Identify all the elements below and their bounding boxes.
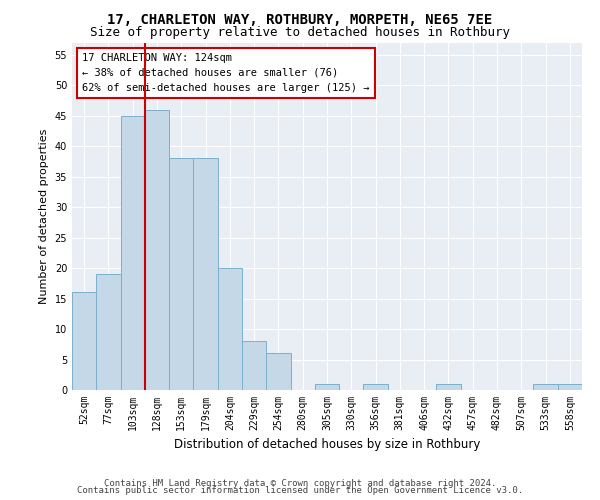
Bar [169,158,193,390]
Bar [218,268,242,390]
Bar [315,384,339,390]
Bar [242,341,266,390]
Bar [436,384,461,390]
Bar [145,110,169,390]
Bar [558,384,582,390]
Bar [96,274,121,390]
Bar [72,292,96,390]
Bar [364,384,388,390]
Bar [533,384,558,390]
Bar [193,158,218,390]
Bar [121,116,145,390]
Text: 17 CHARLETON WAY: 124sqm
← 38% of detached houses are smaller (76)
62% of semi-d: 17 CHARLETON WAY: 124sqm ← 38% of detach… [82,53,370,92]
Text: Contains public sector information licensed under the Open Government Licence v3: Contains public sector information licen… [77,486,523,495]
Bar [266,354,290,390]
Text: Size of property relative to detached houses in Rothbury: Size of property relative to detached ho… [90,26,510,39]
Text: Contains HM Land Registry data © Crown copyright and database right 2024.: Contains HM Land Registry data © Crown c… [104,478,496,488]
Text: 17, CHARLETON WAY, ROTHBURY, MORPETH, NE65 7EE: 17, CHARLETON WAY, ROTHBURY, MORPETH, NE… [107,12,493,26]
X-axis label: Distribution of detached houses by size in Rothbury: Distribution of detached houses by size … [174,438,480,452]
Y-axis label: Number of detached properties: Number of detached properties [39,128,49,304]
